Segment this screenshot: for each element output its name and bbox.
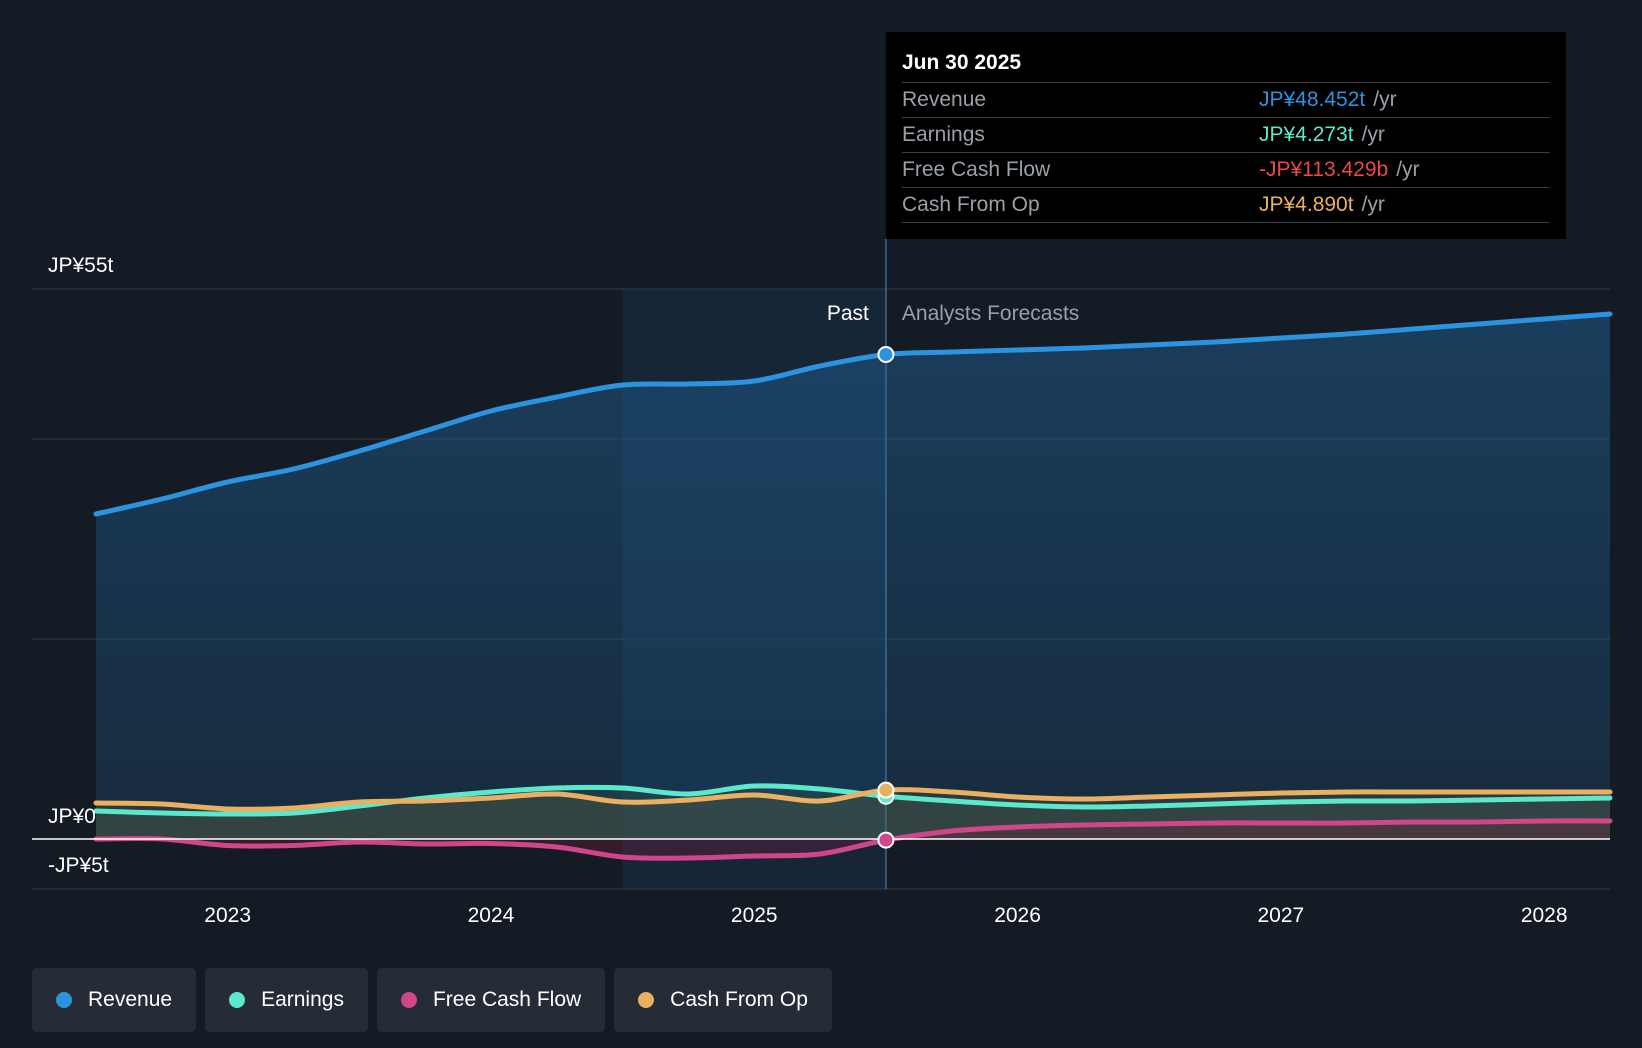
x-tick-label: 2028 bbox=[1521, 904, 1568, 927]
legend-dot-icon bbox=[229, 992, 246, 1008]
tooltip-value: JP¥48.452t bbox=[1259, 88, 1366, 111]
x-tick-label: 2024 bbox=[468, 904, 515, 927]
legend-label: Earnings bbox=[261, 988, 344, 1011]
line-free-cash-flow bbox=[93, 818, 1613, 861]
y-axis-label-zero: JP¥0 bbox=[48, 805, 96, 828]
line-cash-from-op bbox=[93, 787, 1613, 812]
tooltip-date: Jun 30 2025 bbox=[902, 51, 1022, 74]
legend-dot-icon bbox=[638, 992, 655, 1008]
legend-label: Revenue bbox=[88, 988, 173, 1011]
tooltip-row-earnings: Earnings JP¥4.273t /yr bbox=[902, 117, 1550, 152]
x-axis-ticks: 2023 2024 2025 2026 2027 2028 bbox=[204, 904, 1567, 927]
legend-dot-icon bbox=[400, 992, 417, 1008]
legend-label: Cash From Op bbox=[670, 988, 808, 1011]
y-axis-label-top: JP¥55t bbox=[48, 254, 114, 277]
x-tick-label: 2025 bbox=[731, 904, 778, 927]
x-tick-label: 2026 bbox=[994, 904, 1041, 927]
y-axis-label-bottom: -JP¥5t bbox=[48, 854, 109, 877]
series-lines bbox=[93, 311, 1613, 861]
tooltip-row-revenue: Revenue JP¥48.452t /yr bbox=[902, 82, 1550, 117]
chart: JP¥55t JP¥0 -JP¥5t Past Analysts Forecas… bbox=[32, 239, 1613, 927]
marker-revenue bbox=[877, 345, 895, 363]
tooltip-label: Earnings bbox=[902, 123, 985, 146]
legend: Revenue Earnings Free Cash Flow Cash Fro… bbox=[32, 968, 832, 1032]
hover-markers bbox=[877, 345, 895, 849]
forecast-label: Analysts Forecasts bbox=[902, 302, 1079, 325]
tooltip-row-cash-from-op: Cash From Op JP¥4.890t /yr bbox=[902, 187, 1550, 223]
tooltip-value: JP¥4.890t bbox=[1259, 193, 1354, 216]
marker-free-cash-flow bbox=[877, 831, 895, 849]
tooltip-label: Free Cash Flow bbox=[902, 158, 1051, 181]
tooltip-value: JP¥4.273t bbox=[1259, 123, 1354, 146]
legend-item-revenue[interactable]: Revenue bbox=[32, 968, 197, 1032]
tooltip-value: -JP¥113.429b bbox=[1259, 158, 1389, 181]
legend-item-cash-from-op[interactable]: Cash From Op bbox=[614, 968, 832, 1032]
x-tick-label: 2027 bbox=[1258, 904, 1305, 927]
past-label: Past bbox=[827, 302, 869, 325]
tooltip-unit: /yr bbox=[1373, 88, 1397, 111]
tooltip-unit: /yr bbox=[1361, 123, 1385, 146]
tooltip: Jun 30 2025 Revenue JP¥48.452t /yr Earni… bbox=[886, 32, 1566, 239]
x-tick-label: 2023 bbox=[204, 904, 251, 927]
tooltip-unit: /yr bbox=[1361, 193, 1385, 216]
line-revenue bbox=[93, 311, 1613, 517]
tooltip-label: Revenue bbox=[902, 88, 987, 111]
tooltip-unit: /yr bbox=[1396, 158, 1420, 181]
tooltip-row-free-cash-flow: Free Cash Flow -JP¥113.429b /yr bbox=[902, 152, 1550, 187]
line-earnings bbox=[93, 783, 1613, 817]
legend-label: Free Cash Flow bbox=[432, 988, 582, 1011]
legend-dot-icon bbox=[56, 992, 72, 1008]
series-areas bbox=[96, 314, 1610, 859]
legend-item-free-cash-flow[interactable]: Free Cash Flow bbox=[376, 968, 606, 1032]
marker-cash-from-op bbox=[877, 781, 895, 799]
legend-item-earnings[interactable]: Earnings bbox=[205, 968, 368, 1032]
area-revenue bbox=[96, 314, 1610, 839]
tooltip-label: Cash From Op bbox=[902, 193, 1040, 216]
